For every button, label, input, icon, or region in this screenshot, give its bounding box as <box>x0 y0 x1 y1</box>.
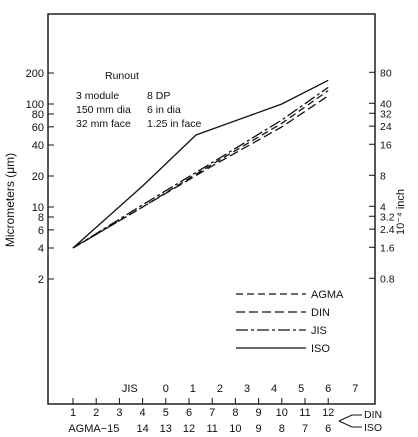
legend-label-din: DIN <box>311 307 330 319</box>
din-tick-label: 5 <box>163 407 169 419</box>
legend-label-iso: ISO <box>311 343 330 355</box>
annotation-imperial: 8 DP <box>147 90 170 102</box>
left-tick-label: 60 <box>32 122 44 134</box>
runout-annotation: Runout 3 module 8 DP 150 mm dia 6 in dia 32 m… <box>76 70 201 130</box>
din-tick-label: 4 <box>140 407 146 419</box>
jis-tick-label: 0 <box>163 383 169 395</box>
right-tick-label: 1.6 <box>380 242 395 254</box>
agma-tick-label: 7 <box>302 423 308 435</box>
din-tick-label: 12 <box>322 407 334 419</box>
right-tick-label: 8 <box>380 170 386 182</box>
din-bracket <box>338 414 362 422</box>
din-axis-label: DIN <box>364 409 382 421</box>
annotation-metric: 3 module <box>76 90 119 102</box>
iso-axis-label: ISO <box>364 422 382 434</box>
legend-label-agma: AGMA <box>311 289 344 301</box>
plot-frame <box>47 13 376 405</box>
agma-tick-label: 11 <box>206 423 217 435</box>
agma-tick-label: 10 <box>229 423 241 435</box>
left-tick-label: 8 <box>38 212 44 224</box>
jis-tick-label: 1 <box>190 383 196 395</box>
din-tick-label: 3 <box>116 407 122 419</box>
right-tick-label: 24 <box>380 121 392 133</box>
left-tick-label: 10 <box>32 202 44 214</box>
agma-tick-label: 12 <box>183 423 195 435</box>
din-tick-label: 9 <box>256 407 262 419</box>
left-tick-label: 40 <box>32 140 44 152</box>
annotation-imperial: 1.25 in face <box>147 118 201 130</box>
right-tick-label: 2.4 <box>380 224 395 236</box>
series-line-din <box>72 95 329 249</box>
right-tick-label: 3.2 <box>380 211 395 223</box>
annotation-metric: 150 mm dia <box>76 104 131 116</box>
series-lines <box>72 79 329 249</box>
left-tick-label: 2 <box>38 274 44 286</box>
y-axis-label-left: Micrometers (μm) <box>3 153 17 247</box>
right-tick-label: 0.8 <box>380 273 395 285</box>
y-axis-label-right: 10⁻⁴ inch <box>395 189 407 235</box>
jis-tick-label: 6 <box>325 383 331 395</box>
annotation-imperial: 6 in dia <box>147 104 181 116</box>
jis-tick-label: 5 <box>298 383 304 395</box>
annotation-title: Runout <box>105 70 139 82</box>
right-tick-label: 80 <box>380 67 392 79</box>
iso-bracket <box>338 420 362 428</box>
left-tick-label: 100 <box>26 99 44 111</box>
din-tick-label: 10 <box>276 407 288 419</box>
left-tick-label: 20 <box>32 171 44 183</box>
din-tick-label: 11 <box>299 407 310 419</box>
jis-axis-label: JIS <box>122 383 138 395</box>
series-line-jis <box>72 86 329 249</box>
din-tick-label: 8 <box>232 407 238 419</box>
series-line-iso <box>72 79 329 249</box>
jis-tick-label: 7 <box>352 383 358 395</box>
left-tick-label: 80 <box>32 109 44 121</box>
right-tick-label: 40 <box>380 98 392 110</box>
din-tick-label: 2 <box>93 407 99 419</box>
right-tick-label: 32 <box>380 108 392 120</box>
jis-tick-label: 4 <box>271 383 277 395</box>
left-tick-label: 4 <box>38 243 44 255</box>
left-tick-label: 200 <box>26 68 44 80</box>
agma-tick-label: 6 <box>325 423 331 435</box>
agma-tick-label: 13 <box>160 423 172 435</box>
din-tick-label: 1 <box>70 407 76 419</box>
agma-axis-label: AGMA−15 <box>68 423 119 435</box>
left-tick-label: 6 <box>38 225 44 237</box>
right-tick-label: 16 <box>380 139 392 151</box>
jis-tick-label: 2 <box>217 383 223 395</box>
annotation-metric: 32 mm face <box>76 118 131 130</box>
agma-tick-label: 14 <box>136 423 148 435</box>
legend: AGMA DIN JIS ISO <box>236 289 344 355</box>
agma-tick-label: 8 <box>279 423 285 435</box>
din-tick-label: 6 <box>186 407 192 419</box>
right-tick-label: 4 <box>380 201 386 213</box>
din-tick-label: 7 <box>209 407 215 419</box>
agma-tick-label: 9 <box>256 423 262 435</box>
legend-label-jis: JIS <box>311 325 327 337</box>
jis-tick-label: 3 <box>244 383 250 395</box>
